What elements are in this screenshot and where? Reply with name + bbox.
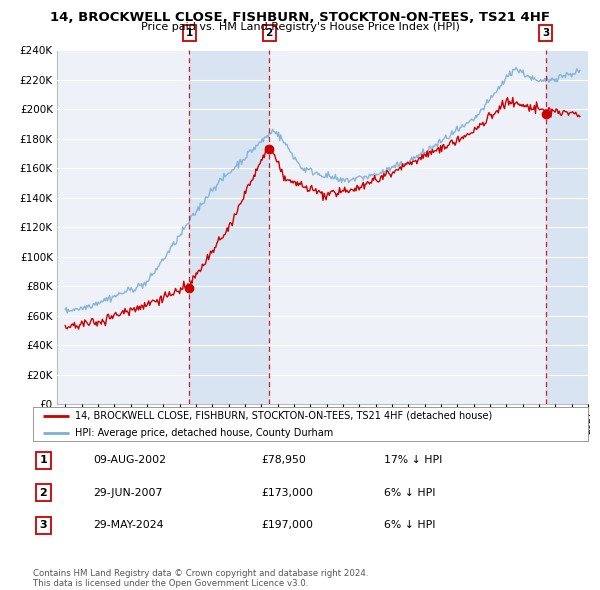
Bar (545, 50, 588, 404)
Text: 2: 2 (40, 488, 47, 497)
Text: Price paid vs. HM Land Registry's House Price Index (HPI): Price paid vs. HM Land Registry's House … (140, 22, 460, 32)
Text: 14, BROCKWELL CLOSE, FISHBURN, STOCKTON-ON-TEES, TS21 4HF (detached house): 14, BROCKWELL CLOSE, FISHBURN, STOCKTON-… (74, 411, 492, 421)
Text: Contains HM Land Registry data © Crown copyright and database right 2024.
This d: Contains HM Land Registry data © Crown c… (33, 569, 368, 588)
Text: 09-AUG-2002: 09-AUG-2002 (93, 455, 166, 465)
Text: HPI: Average price, detached house, County Durham: HPI: Average price, detached house, Coun… (74, 428, 333, 438)
Text: 1: 1 (186, 28, 193, 38)
Text: 1: 1 (40, 455, 47, 465)
Bar (190, 50, 269, 404)
Text: 17% ↓ HPI: 17% ↓ HPI (384, 455, 442, 465)
Text: 14, BROCKWELL CLOSE, FISHBURN, STOCKTON-ON-TEES, TS21 4HF: 14, BROCKWELL CLOSE, FISHBURN, STOCKTON-… (50, 11, 550, 24)
Text: £173,000: £173,000 (261, 488, 313, 497)
Text: 6% ↓ HPI: 6% ↓ HPI (384, 488, 436, 497)
Text: 29-JUN-2007: 29-JUN-2007 (93, 488, 163, 497)
Text: 2: 2 (266, 28, 273, 38)
Text: 29-MAY-2024: 29-MAY-2024 (93, 520, 163, 530)
Text: 3: 3 (40, 520, 47, 530)
Text: £197,000: £197,000 (261, 520, 313, 530)
Text: £78,950: £78,950 (261, 455, 306, 465)
Text: 6% ↓ HPI: 6% ↓ HPI (384, 520, 436, 530)
Text: 3: 3 (542, 28, 550, 38)
